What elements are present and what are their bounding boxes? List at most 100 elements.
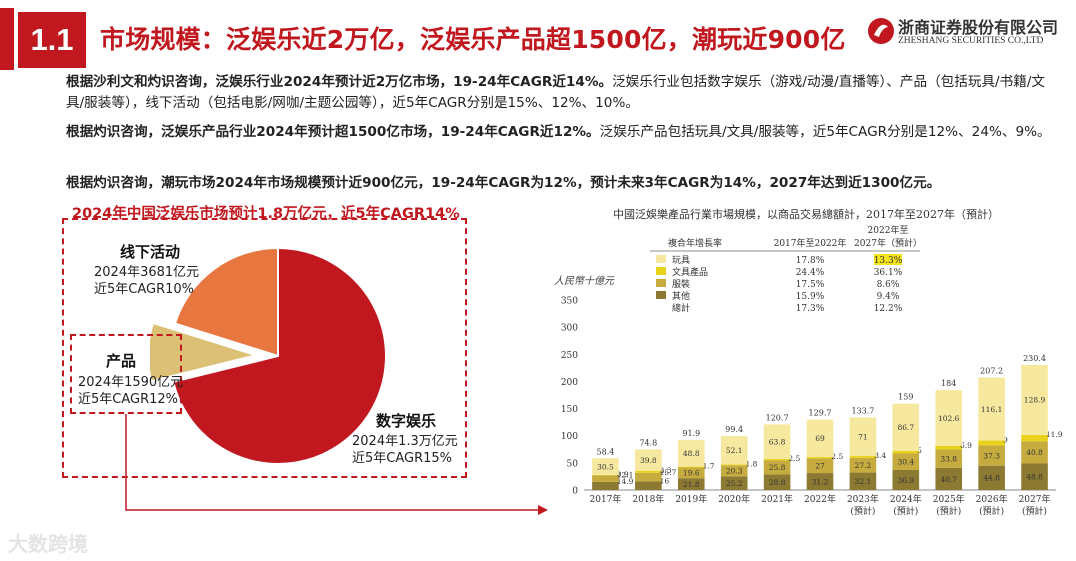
bar-data-label: 30.5	[597, 462, 614, 471]
bar-total-label: 74.8	[639, 438, 657, 447]
company-name-en: ZHESHANG SECURITIES CO.,LTD	[898, 36, 1044, 46]
y-tick-label: 350	[561, 297, 578, 307]
bar-data-label: 30.4	[897, 458, 914, 467]
bar-total-label: 133.7	[851, 406, 874, 415]
legend-header-period2: 2022年至	[868, 224, 909, 236]
bar-data-label: 39.8	[640, 456, 657, 465]
bar-data-label: 3.3	[660, 466, 672, 475]
legend-cagr-1: 17.3%	[796, 304, 825, 314]
x-tick-label: 2021年	[761, 493, 793, 505]
y-tick-label: 150	[561, 405, 578, 415]
legend-cagr-1: 17.5%	[796, 280, 825, 290]
bar-segment	[892, 453, 920, 470]
bar-segment	[849, 472, 877, 490]
bar-segment	[978, 377, 1005, 441]
bar-segment	[635, 481, 662, 490]
bar-data-label: 25.8	[769, 463, 786, 472]
legend-header-period2-sub: 2027年（預計）	[854, 237, 922, 249]
legend-cagr-2: 13.3%	[874, 256, 903, 266]
x-tick-label: 2023年	[847, 493, 879, 505]
bar-data-label: 5	[917, 446, 922, 455]
x-tick-label: 2019年	[675, 493, 707, 505]
bar-data-label: 15.7	[660, 468, 677, 477]
chart-title: 中國泛娛樂產品行業市場規模，以商品交易總額計，2017年至2027年（預計）	[613, 208, 999, 221]
bar-data-label: 3.4	[874, 451, 886, 460]
bar-data-label: 37.3	[983, 451, 1000, 460]
bar-data-label: 69	[815, 434, 825, 443]
bar-segment	[892, 469, 920, 490]
legend-cagr-2: 9.4%	[877, 292, 900, 302]
bar-data-label: 102.6	[938, 414, 960, 423]
x-tick-label: 2020年	[718, 493, 750, 505]
x-tick-label: 2022年	[804, 493, 836, 505]
y-tick-label: 50	[567, 459, 579, 469]
bar-segment	[849, 455, 877, 458]
legend-swatch	[656, 255, 666, 263]
bar-data-label: 19.6	[683, 469, 700, 478]
bar-segment	[763, 459, 791, 461]
bar-data-label: 86.7	[897, 423, 914, 432]
x-tick-label: 2018年	[632, 493, 664, 505]
bar-segment	[978, 465, 1005, 490]
title-accent-bar	[0, 8, 14, 70]
summary-paragraph-3: 根据灼识咨询，潮玩市场2024年市场规模预计近900亿元，19-24年CAGR为…	[66, 175, 941, 191]
bar-segment	[1021, 441, 1048, 464]
legend-cagr-2: 12.2%	[874, 304, 903, 314]
legend-cagr-1: 24.4%	[796, 268, 825, 278]
bar-segment	[935, 390, 963, 446]
summary-paragraph-2: 根据灼识咨询，泛娱乐产品行业2024年预计超1500亿市场，19-24年CAGR…	[66, 124, 1051, 140]
bar-data-label: 1.8	[745, 459, 757, 468]
segment-cagr-offline: 近5年CAGR10%	[94, 282, 195, 297]
bar-data-label: 71	[858, 432, 868, 441]
legend-series-name: 玩具	[672, 255, 690, 266]
bar-data-label: 2.5	[788, 454, 800, 463]
segment-cagr-digital: 近5年CAGR15%	[352, 451, 453, 466]
legend-cagr-2: 36.1%	[874, 268, 903, 278]
bar-total-label: 159	[898, 393, 913, 402]
bar-segment	[892, 450, 920, 454]
bar-data-label: 40.7	[940, 475, 957, 484]
section-number-badge: 1.1	[18, 12, 86, 68]
bar-segment	[635, 471, 662, 473]
company-name-cn: 浙商证券股份有限公司	[898, 18, 1059, 37]
x-tick-label-sub: (預計)	[936, 505, 961, 517]
bar-segment	[677, 466, 705, 468]
bar-segment	[806, 457, 834, 459]
x-tick-label: 2024年	[890, 493, 922, 505]
legend-cagr-1: 17.8%	[796, 256, 825, 266]
bar-segment	[720, 465, 748, 477]
bar-segment	[592, 481, 619, 490]
bar-total-label: 99.4	[725, 425, 743, 434]
bar-total-label: 120.7	[766, 413, 789, 422]
bar-total-label: 230.4	[1023, 354, 1046, 363]
bar-segment	[720, 476, 748, 490]
bar-segment	[978, 440, 1005, 446]
segment-label-offline: 线下活动	[120, 243, 181, 261]
y-tick-label: 100	[561, 432, 578, 442]
bar-data-label: 11.9	[1046, 430, 1063, 439]
x-tick-label: 2025年	[933, 493, 965, 505]
x-tick-label-sub: (預計)	[850, 505, 875, 517]
legend-swatch	[656, 267, 666, 275]
bar-total-label: 207.2	[980, 367, 1003, 376]
bar-segment	[806, 458, 834, 474]
bar-segment	[592, 458, 619, 475]
stacked-bar-chart: 人民幣十億元05010015020025030035014.912.10.930…	[554, 224, 1063, 517]
bar-data-label: 48.8	[683, 449, 700, 458]
bar-data-label: 32.1	[855, 477, 872, 486]
bar-segment	[635, 472, 662, 482]
bar-segment	[806, 473, 834, 490]
bar-segment	[763, 474, 791, 490]
bar-data-label: 36.9	[897, 476, 914, 485]
bar-data-label: 9	[1003, 436, 1008, 445]
zheshang-logo-icon	[868, 18, 894, 44]
legend-series-name: 服裝	[672, 278, 690, 290]
bar-segment	[978, 445, 1005, 466]
bar-total-label: 184	[941, 379, 956, 388]
watermark: 大数跨境	[8, 532, 88, 556]
pie-slice	[150, 321, 260, 383]
bar-segment	[1021, 364, 1048, 435]
bar-data-label: 16	[660, 476, 670, 485]
y-axis-label: 人民幣十億元	[554, 275, 615, 287]
bar-data-label: 27	[815, 462, 825, 471]
